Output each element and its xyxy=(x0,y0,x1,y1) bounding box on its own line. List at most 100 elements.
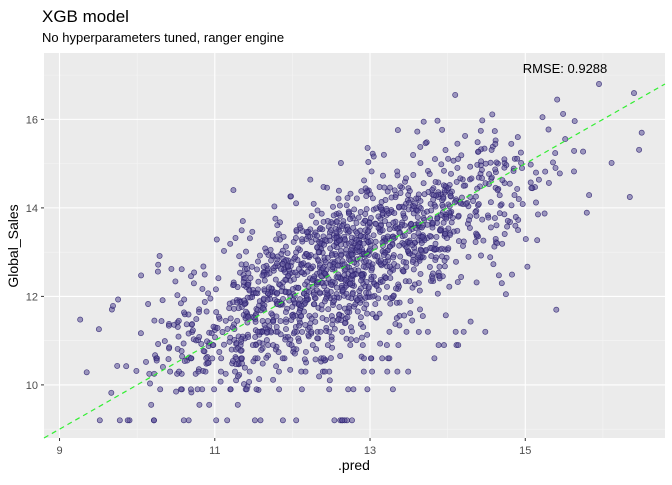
scatter-point xyxy=(156,252,163,259)
scatter-point xyxy=(312,312,319,319)
scatter-point xyxy=(355,214,362,221)
scatter-point xyxy=(396,203,402,210)
scatter-point xyxy=(405,368,412,375)
scatter-point xyxy=(264,317,271,324)
scatter-point xyxy=(365,290,372,297)
scatter-point xyxy=(375,213,382,220)
scatter-point xyxy=(83,369,90,376)
scatter-point xyxy=(339,287,346,293)
scatter-point xyxy=(376,310,383,317)
scatter-point xyxy=(347,190,354,197)
scatter-point xyxy=(166,345,172,352)
scatter-point xyxy=(560,110,567,117)
scatter-point xyxy=(348,267,355,274)
scatter-point xyxy=(284,250,291,257)
scatter-point xyxy=(180,340,187,347)
scatter-point xyxy=(291,350,298,357)
scatter-point xyxy=(213,309,220,316)
scatter-point xyxy=(320,355,327,362)
scatter-point xyxy=(245,334,252,341)
scatter-point xyxy=(256,376,263,383)
scatter-point xyxy=(499,177,506,184)
scatter-point xyxy=(254,266,260,273)
scatter-point xyxy=(266,284,272,291)
scatter-point xyxy=(631,90,637,97)
scatter-point xyxy=(446,209,453,216)
scatter-point xyxy=(254,355,261,362)
scatter-point xyxy=(386,263,393,270)
scatter-point xyxy=(361,177,368,184)
scatter-point xyxy=(504,223,511,230)
x-tick-label: 9 xyxy=(56,445,62,457)
scatter-point xyxy=(246,235,253,242)
scatter-point xyxy=(386,184,393,191)
scatter-point xyxy=(282,243,289,250)
scatter-point xyxy=(432,156,438,163)
scatter-point xyxy=(391,187,398,194)
scatter-point xyxy=(348,251,355,258)
scatter-point xyxy=(355,267,362,274)
scatter-point xyxy=(336,304,343,310)
scatter-point xyxy=(487,199,494,206)
scatter-point xyxy=(287,366,294,373)
scatter-point xyxy=(302,348,309,355)
scatter-point xyxy=(439,126,446,133)
scatter-point xyxy=(426,171,433,177)
scatter-point xyxy=(95,326,102,333)
scatter-point xyxy=(296,222,303,229)
scatter-point xyxy=(428,253,435,260)
scatter-point xyxy=(187,355,194,362)
scatter-point xyxy=(508,140,515,147)
scatter-point xyxy=(438,212,445,219)
scatter-point xyxy=(326,262,333,269)
scatter-point xyxy=(331,417,338,424)
scatter-point xyxy=(279,261,286,267)
scatter-point xyxy=(185,417,192,424)
scatter-point xyxy=(211,386,218,393)
scatter-point xyxy=(288,342,295,349)
scatter-point xyxy=(552,150,559,157)
scatter-point xyxy=(552,164,559,171)
scatter-point xyxy=(224,417,231,424)
scatter-point xyxy=(202,368,209,375)
scatter-point xyxy=(243,386,250,393)
scatter-point xyxy=(468,175,475,182)
scatter-point xyxy=(479,216,486,223)
scatter-point xyxy=(336,202,343,209)
scatter-point xyxy=(386,243,393,250)
scatter-point xyxy=(571,118,578,125)
scatter-point xyxy=(498,280,505,287)
scatter-point xyxy=(209,355,216,362)
scatter-point xyxy=(412,200,419,207)
scatter-point xyxy=(275,368,282,375)
scatter-point xyxy=(321,241,328,248)
scatter-point xyxy=(203,308,210,315)
scatter-point xyxy=(314,232,321,239)
scatter-point xyxy=(341,236,348,243)
scatter-point xyxy=(493,159,500,166)
scatter-point xyxy=(511,192,518,199)
scatter-point xyxy=(477,127,484,134)
scatter-point xyxy=(347,342,354,349)
scatter-point xyxy=(289,303,296,310)
scatter-point xyxy=(491,215,498,222)
scatter-point xyxy=(324,287,330,294)
scatter-point xyxy=(333,219,340,226)
scatter-point xyxy=(376,184,383,190)
scatter-point xyxy=(474,231,481,238)
scatter-point xyxy=(496,210,503,217)
scatter-point xyxy=(395,342,402,349)
scatter-point xyxy=(303,251,310,258)
scatter-point xyxy=(358,272,365,279)
scatter-point xyxy=(403,328,410,335)
scatter-point xyxy=(357,285,364,292)
scatter-point xyxy=(387,300,394,307)
scatter-point xyxy=(417,306,423,313)
scatter-point xyxy=(360,240,367,247)
scatter-point xyxy=(455,238,462,245)
scatter-point xyxy=(322,270,329,277)
scatter-point xyxy=(221,247,227,254)
scatter-point xyxy=(232,368,238,375)
scatter-point xyxy=(382,197,389,203)
scatter-point xyxy=(320,183,327,190)
